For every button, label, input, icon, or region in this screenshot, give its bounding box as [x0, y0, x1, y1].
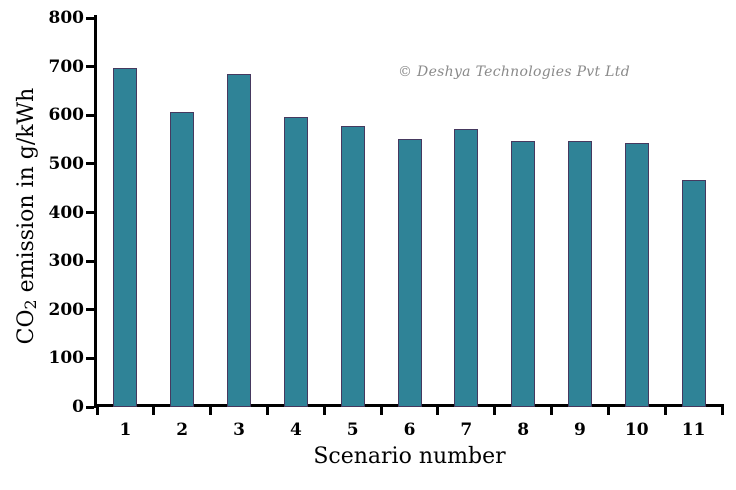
x-tick-label: 10: [624, 420, 649, 440]
y-axis-tick: [86, 259, 94, 263]
y-axis-tick: [86, 308, 94, 312]
x-axis-tick: [663, 404, 667, 415]
y-tick-label: 600: [48, 105, 85, 126]
y-axis-line: [94, 15, 97, 408]
bar-scenario-7: [454, 129, 479, 407]
y-axis-tick: [86, 113, 94, 117]
y-axis-tick: [86, 356, 94, 360]
x-tick-label: 9: [574, 420, 586, 440]
bar-scenario-6: [397, 138, 422, 407]
x-tick-label: 11: [681, 420, 706, 440]
y-tick-label: 100: [48, 348, 85, 369]
bar-scenario-4: [283, 117, 308, 407]
bar-scenario-1: [113, 68, 138, 407]
y-tick-label: 800: [48, 8, 85, 28]
x-tick-label: 4: [289, 420, 302, 440]
x-tick-label: 2: [176, 420, 189, 440]
bar-scenario-5: [340, 126, 365, 407]
x-tick-label: 5: [346, 420, 359, 440]
bar-scenario-10: [624, 142, 649, 407]
y-tick-label: 200: [48, 299, 85, 320]
x-axis-tick: [265, 404, 269, 415]
bar-scenario-2: [170, 111, 195, 407]
y-axis-tick: [86, 16, 94, 20]
x-axis-tick: [322, 404, 326, 415]
bar-scenario-11: [681, 179, 706, 407]
x-tick-label: 3: [233, 420, 245, 440]
x-axis-tick: [152, 404, 156, 415]
x-axis-tick: [436, 404, 440, 415]
x-axis-tick: [720, 404, 724, 415]
x-axis-title: Scenario number: [313, 444, 506, 469]
x-axis-tick: [493, 404, 497, 415]
x-tick-label: 8: [517, 420, 530, 440]
x-tick-label: 7: [460, 420, 473, 440]
y-tick-label: 0: [72, 397, 84, 417]
x-axis-tick: [606, 404, 610, 415]
x-axis-tick: [95, 404, 99, 415]
bar-scenario-3: [227, 74, 252, 407]
y-axis-tick: [86, 405, 94, 409]
y-axis-tick: [86, 65, 94, 69]
y-tick-label: 500: [48, 153, 85, 174]
x-axis-tick: [550, 404, 554, 415]
x-tick-label: 6: [403, 420, 416, 440]
x-axis-tick: [209, 404, 213, 415]
y-tick-label: 700: [48, 56, 85, 77]
y-axis-tick: [86, 162, 94, 166]
x-axis-tick: [379, 404, 383, 415]
bar-scenario-9: [567, 140, 592, 407]
y-tick-label: 300: [48, 251, 85, 272]
bar-scenario-8: [511, 140, 536, 407]
x-tick-label: 1: [119, 420, 132, 440]
y-axis-tick: [86, 211, 94, 214]
y-tick-label: 400: [48, 202, 85, 223]
watermark-text: © Deshya Technologies Pvt Ltd: [398, 64, 630, 80]
